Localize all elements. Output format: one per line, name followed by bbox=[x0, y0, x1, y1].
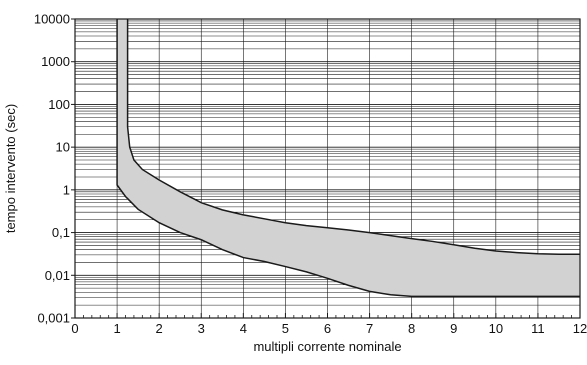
y-tick-label: 1 bbox=[63, 182, 70, 197]
tripping-band bbox=[117, 19, 580, 297]
y-axis-label: tempo intervento (sec) bbox=[3, 104, 18, 233]
x-tick-label: 9 bbox=[450, 321, 457, 336]
x-tick-label: 8 bbox=[408, 321, 415, 336]
y-tick-label: 0,01 bbox=[45, 268, 70, 283]
x-tick-label: 7 bbox=[366, 321, 373, 336]
x-axis-label: multipli corrente nominale bbox=[253, 339, 401, 354]
x-tick-label: 2 bbox=[156, 321, 163, 336]
y-tick-label: 100 bbox=[48, 97, 70, 112]
x-tick-label: 11 bbox=[531, 321, 545, 336]
y-tick-label: 0,1 bbox=[52, 225, 70, 240]
x-tick-label: 12 bbox=[573, 321, 587, 336]
y-tick-label: 1000 bbox=[41, 54, 70, 69]
x-tick-label: 4 bbox=[240, 321, 247, 336]
x-tick-label: 3 bbox=[198, 321, 205, 336]
x-tick-label: 10 bbox=[489, 321, 503, 336]
upper-limit-curve bbox=[126, 19, 580, 256]
y-tick-label: 10 bbox=[56, 140, 70, 155]
x-tick-label: 5 bbox=[282, 321, 289, 336]
x-axis: 0 1 2 3 4 5 6 7 8 9 10 11 12 bbox=[71, 313, 587, 336]
lower-limit-curve bbox=[116, 19, 580, 298]
x-tick-label: 6 bbox=[324, 321, 331, 336]
y-axis: 0,001 0,01 0,1 1 10 100 1000 10000 bbox=[34, 12, 75, 326]
y-tick-label: 0,001 bbox=[37, 311, 70, 326]
x-tick-label: 1 bbox=[113, 321, 120, 336]
x-tick-label: 0 bbox=[71, 321, 78, 336]
y-tick-label: 10000 bbox=[34, 12, 70, 27]
